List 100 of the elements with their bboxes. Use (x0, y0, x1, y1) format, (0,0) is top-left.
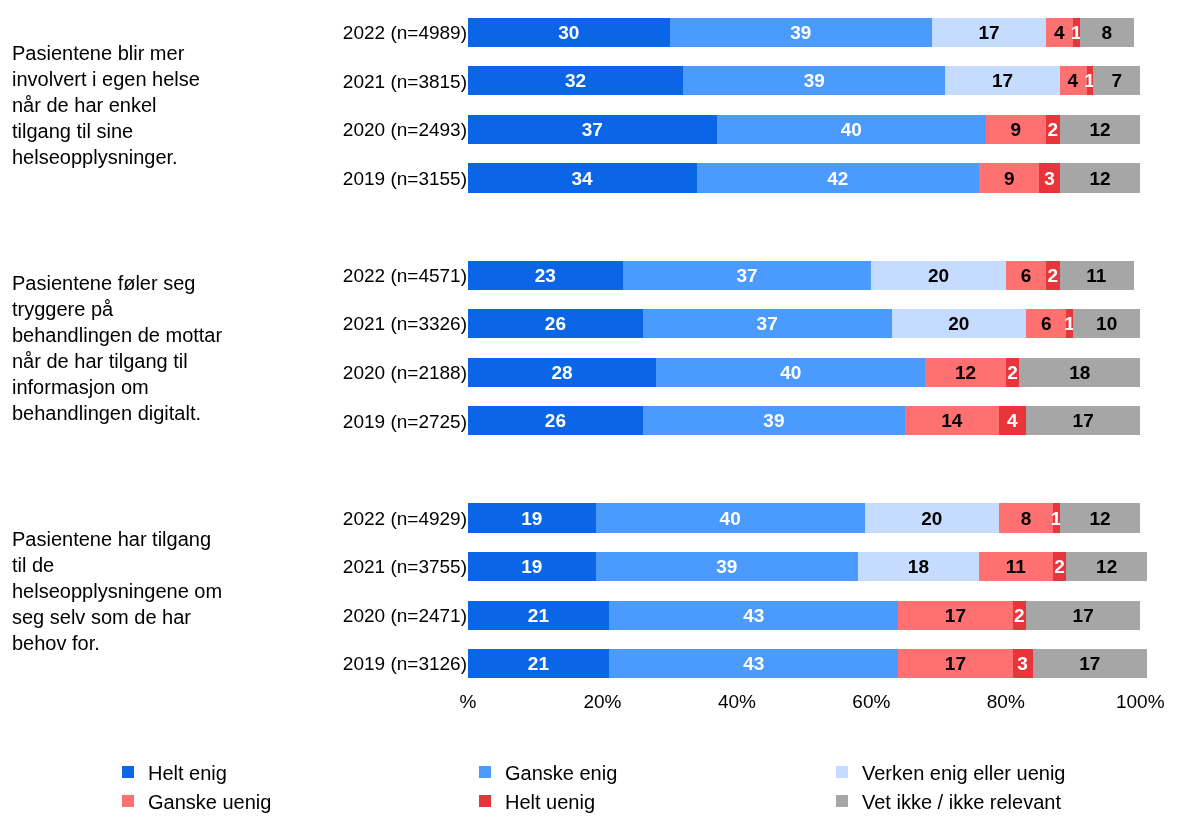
legend-label: Helt uenig (505, 790, 596, 813)
bar (945, 66, 1060, 96)
data-label: 39 (763, 410, 785, 432)
data-label: 26 (544, 313, 566, 335)
bar (891, 309, 1026, 339)
legend-label: Verken enig eller uenig (862, 761, 1066, 784)
bar (595, 503, 865, 533)
data-label: 1 (1050, 507, 1062, 529)
bar (468, 17, 670, 47)
data-label: 20 (928, 264, 950, 286)
x-tick-label: 20% (583, 691, 622, 712)
x-tick-label: % (459, 691, 477, 712)
data-label: 43 (743, 653, 765, 675)
bar (857, 552, 979, 582)
data-label: 8 (1101, 21, 1112, 43)
data-label: 17 (1079, 653, 1101, 675)
bar (978, 163, 1040, 193)
y-tick-label: 2021 (n=3815) (342, 70, 467, 92)
bar (931, 17, 1047, 47)
data-label: 37 (581, 118, 603, 140)
bar (999, 406, 1026, 436)
y-tick-label: 2021 (n=3755) (342, 556, 467, 578)
data-label: 10 (1096, 313, 1118, 335)
data-label: 12 (1096, 556, 1118, 578)
bar (468, 66, 684, 96)
data-label: 12 (1089, 507, 1111, 529)
bar (609, 649, 899, 679)
bar (904, 406, 1000, 436)
bar (669, 17, 932, 47)
data-label: 1 (1084, 70, 1096, 92)
y-tick-label: 2020 (n=2493) (342, 119, 467, 141)
y-tick-label: 2022 (n=4929) (342, 507, 467, 529)
bar (468, 649, 610, 679)
data-label: 2 (1047, 118, 1059, 140)
bar (1059, 503, 1141, 533)
y-tick-label: 2019 (n=3155) (342, 167, 467, 189)
bar (696, 163, 979, 193)
bar (468, 600, 610, 630)
data-label: 2 (1007, 361, 1018, 383)
data-label: 9 (1003, 167, 1015, 189)
legend-label: Vet ikke / ikke relevant (862, 790, 1062, 813)
data-label: 39 (716, 556, 738, 578)
bar (468, 163, 697, 193)
data-label: 7 (1111, 70, 1123, 92)
bar (999, 503, 1053, 533)
data-label: 32 (564, 70, 587, 92)
data-label: 39 (790, 21, 812, 43)
bar (898, 649, 1013, 679)
data-label: 17 (978, 21, 1000, 43)
legend-label: Ganske enig (505, 761, 618, 784)
data-label: 42 (827, 167, 849, 189)
data-label: 12 (1089, 167, 1111, 189)
data-label: 37 (736, 264, 758, 286)
data-label: 17 (1072, 410, 1094, 432)
data-label: 14 (941, 410, 963, 432)
data-label: 2 (1013, 604, 1025, 626)
data-label: 2 (1047, 264, 1059, 286)
bar (642, 406, 905, 436)
data-label: 20 (921, 507, 943, 529)
data-label: 6 (1020, 264, 1032, 286)
data-label: 17 (944, 604, 966, 626)
data-label: 3 (1044, 167, 1055, 189)
x-tick-label: 40% (717, 691, 757, 712)
text: Pasientene blir mer involvert i egen helse når de har enkel tilgang til sine helseopplysninger. (12, 42, 200, 168)
data-label: 1 (1064, 313, 1076, 335)
data-label: 39 (803, 70, 825, 92)
bar (1025, 600, 1141, 630)
data-label: 18 (1069, 361, 1091, 383)
data-label: 17 (991, 70, 1014, 92)
data-label: 11 (1086, 264, 1107, 286)
bar (1032, 649, 1147, 679)
bar (468, 406, 643, 436)
data-label: 40 (719, 507, 741, 529)
data-label: 20 (948, 313, 970, 335)
data-label: 2 (1054, 556, 1065, 578)
data-label: 21 (527, 604, 550, 626)
data-label: 17 (944, 653, 966, 675)
bar (622, 260, 872, 290)
data-label: 12 (954, 361, 977, 383)
bar (1059, 163, 1141, 193)
y-tick-label: 2019 (n=3126) (342, 653, 467, 675)
data-label: 6 (1040, 313, 1052, 335)
x-tick-label: 100% (1115, 691, 1165, 712)
data-label: 11 (1005, 556, 1027, 578)
bar (898, 600, 1013, 630)
data-label: 26 (544, 410, 566, 432)
bar (1079, 17, 1134, 47)
data-label: 4 (1007, 410, 1019, 432)
data-label: 30 (558, 21, 580, 43)
bar (595, 552, 858, 582)
bar (609, 600, 899, 630)
data-label: 19 (521, 556, 543, 578)
legend-label: Ganske uenig (148, 790, 272, 813)
bar (871, 260, 1006, 290)
text: Pasientene føler seg tryggere på behandlingen de mottar når de har tilgang til informasjon om behandlingen digitalt. (12, 272, 223, 424)
y-tick-label: 2022 (n=4571) (342, 264, 467, 286)
bar (468, 114, 717, 144)
bar (468, 260, 623, 290)
bar (468, 503, 596, 533)
data-label: 19 (521, 507, 543, 529)
